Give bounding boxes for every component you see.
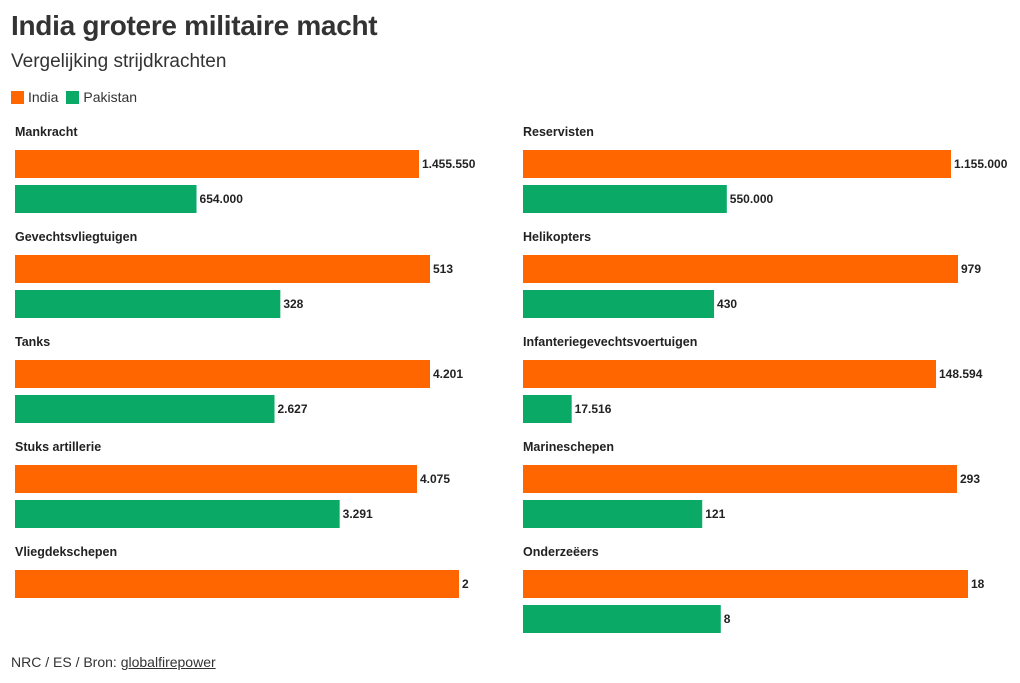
- bar-onderzeeers-india: [523, 570, 968, 598]
- legend-item-pakistan: Pakistan: [66, 89, 137, 105]
- bar-stuks-artillerie-pakistan: [15, 500, 340, 528]
- bar-marineschepen-pakistan: [523, 500, 703, 528]
- bar-tanks-india: [15, 360, 430, 388]
- value-label-reservisten-pakistan: 550.000: [730, 192, 774, 206]
- footer-source: NRC / ES / Bron: globalfirepower: [11, 654, 216, 670]
- bar-helikopters-pakistan: [523, 290, 715, 318]
- category-label-onderzeeers: Onderzeëers: [523, 545, 599, 559]
- chart-title: India grotere militaire macht: [11, 10, 378, 41]
- legend: India Pakistan: [11, 89, 137, 105]
- value-label-mankracht-india: 1.455.550: [422, 157, 476, 171]
- value-label-mankracht-pakistan: 654.000: [200, 192, 244, 206]
- legend-swatch-pakistan: [66, 90, 80, 104]
- category-label-stuks-artillerie: Stuks artillerie: [15, 440, 101, 454]
- value-label-marineschepen-pakistan: 121: [705, 507, 725, 521]
- value-label-infanteriegevechtsvoertuigen-pakistan: 17.516: [575, 402, 612, 416]
- bar-tanks-pakistan: [15, 395, 275, 423]
- bar-gevechtsvliegtuigen-india: [15, 255, 430, 283]
- chart-subtitle: Vergelijking strijdkrachten: [11, 51, 227, 72]
- bar-reservisten-pakistan: [523, 185, 727, 213]
- legend-item-india: India: [11, 89, 58, 105]
- category-label-marineschepen: Marineschepen: [523, 440, 614, 454]
- value-label-helikopters-india: 979: [961, 262, 981, 276]
- value-label-stuks-artillerie-pakistan: 3.291: [343, 507, 373, 521]
- category-label-reservisten: Reservisten: [523, 125, 594, 139]
- bar-mankracht-india: [15, 150, 419, 178]
- value-label-stuks-artillerie-india: 4.075: [420, 472, 450, 486]
- legend-label-pakistan: Pakistan: [83, 89, 138, 105]
- value-label-infanteriegevechtsvoertuigen-india: 148.594: [939, 367, 983, 381]
- value-label-onderzeeers-pakistan: 8: [724, 612, 731, 626]
- value-label-gevechtsvliegtuigen-pakistan: 328: [283, 297, 303, 311]
- category-label-tanks: Tanks: [15, 335, 50, 349]
- legend-swatch-india: [11, 90, 24, 104]
- footer-prefix: NRC / ES / Bron:: [11, 654, 121, 670]
- category-label-gevechtsvliegtuigen: Gevechtsvliegtuigen: [15, 230, 137, 244]
- value-label-marineschepen-india: 293: [960, 472, 980, 486]
- bar-mankracht-pakistan: [15, 185, 197, 213]
- category-label-helikopters: Helikopters: [523, 230, 591, 244]
- value-label-vliegdekschepen-india: 2: [462, 577, 469, 591]
- category-label-vliegdekschepen: Vliegdekschepen: [15, 545, 117, 559]
- bar-gevechtsvliegtuigen-pakistan: [15, 290, 281, 318]
- bar-infanteriegevechtsvoertuigen-pakistan: [523, 395, 572, 423]
- value-label-reservisten-india: 1.155.000: [954, 157, 1008, 171]
- value-label-tanks-india: 4.201: [433, 367, 463, 381]
- legend-label-india: India: [28, 89, 59, 105]
- category-label-infanteriegevechtsvoertuigen: Infanteriegevechtsvoertuigen: [523, 335, 697, 349]
- value-label-gevechtsvliegtuigen-india: 513: [433, 262, 453, 276]
- bar-reservisten-india: [523, 150, 951, 178]
- source-link[interactable]: globalfirepower: [120, 654, 216, 670]
- bar-onderzeeers-pakistan: [523, 605, 721, 633]
- value-label-onderzeeers-india: 18: [971, 577, 985, 591]
- bar-stuks-artillerie-india: [15, 465, 417, 493]
- bar-helikopters-india: [523, 255, 958, 283]
- value-label-helikopters-pakistan: 430: [717, 297, 737, 311]
- bar-vliegdekschepen-india: [15, 570, 459, 598]
- bar-infanteriegevechtsvoertuigen-india: [523, 360, 936, 388]
- value-label-tanks-pakistan: 2.627: [278, 402, 308, 416]
- bar-marineschepen-india: [523, 465, 957, 493]
- category-label-mankracht: Mankracht: [15, 125, 78, 139]
